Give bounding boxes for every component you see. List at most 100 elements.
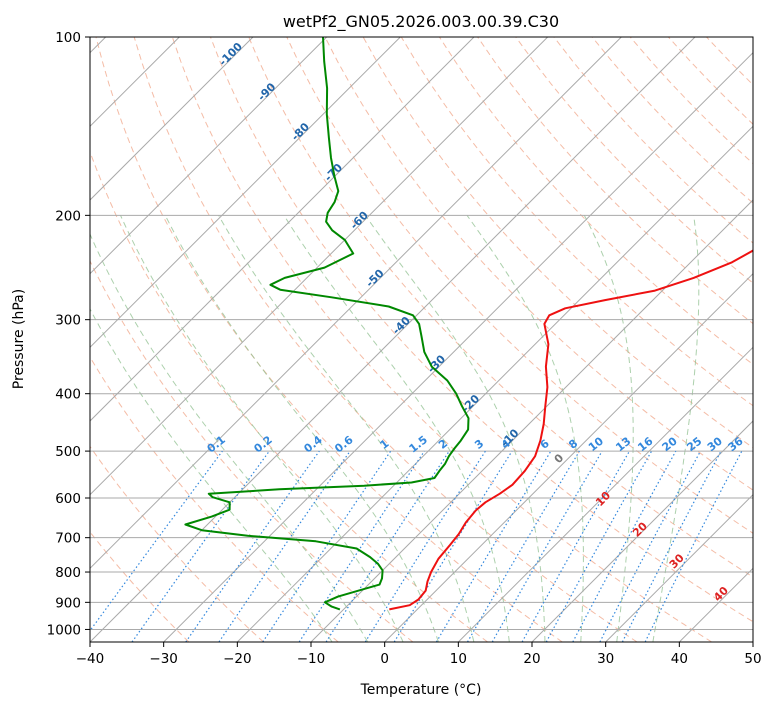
y-axis-ticks: 1000 900 800 700 600 500 400 300 200 100 <box>47 30 90 638</box>
y-tick-label: 300 <box>55 313 81 329</box>
dry-adiabat <box>553 37 753 244</box>
moist-adiabat <box>90 232 369 642</box>
y-tick-label: 900 <box>55 595 81 611</box>
moist-adiabat <box>218 215 475 642</box>
skewed-isotherms <box>90 37 753 642</box>
isotherm-line <box>531 420 753 642</box>
moist-adiabat <box>120 215 404 642</box>
dry-adiabat <box>90 259 414 642</box>
isotherm-label: -50 <box>363 267 386 290</box>
mixing-ratio-line <box>599 450 702 642</box>
y-axis-label: Pressure (hPa) <box>11 289 27 389</box>
isotherm-line <box>163 51 753 642</box>
isotherm-label: 30 <box>667 551 687 571</box>
isotherm-label: 0 <box>552 451 567 466</box>
mixing-ratio-line <box>185 450 320 642</box>
moist-adiabat <box>283 215 510 642</box>
mixing-ratio-lines <box>90 450 743 642</box>
isotherm-line <box>90 37 622 570</box>
dry-adiabat <box>90 150 488 642</box>
dry-adiabat <box>90 531 190 642</box>
profile-lines <box>184 37 753 611</box>
dry-adiabat <box>286 37 753 534</box>
mixing-ratio-line <box>644 450 743 642</box>
y-tick-label: 500 <box>55 444 81 460</box>
isotherm-label: -20 <box>459 392 482 415</box>
isotherm-label: -80 <box>289 120 312 143</box>
mixing-ratio-line <box>521 450 631 642</box>
mixing-ratio-label: 8 <box>566 437 580 452</box>
x-tick-label: −10 <box>297 651 326 667</box>
isotherm-line <box>90 37 328 275</box>
moist-adiabat <box>652 215 700 642</box>
dry-adiabat <box>515 37 753 284</box>
dry-adiabat <box>95 37 563 642</box>
y-tick-label: 400 <box>55 387 81 403</box>
mixing-ratio-line <box>131 450 270 642</box>
plot-frame <box>89 36 754 643</box>
isotherm-label: 20 <box>630 519 650 539</box>
y-tick-label: 200 <box>55 208 81 224</box>
isotherm-line <box>678 567 753 642</box>
isotherm-label: -90 <box>255 80 278 103</box>
mixing-ratio-label: 0.6 <box>332 433 356 455</box>
isotherm-line <box>236 125 753 642</box>
dry-adiabat <box>668 37 753 125</box>
isotherm-label: 10 <box>593 489 613 509</box>
mixing-ratio-label: 0.1 <box>205 433 228 455</box>
x-axis-ticks: −40 −30 −20 −10 0 10 20 30 40 50 <box>76 642 762 667</box>
isotherm-line <box>457 346 753 642</box>
mixing-ratio-line <box>545 450 653 642</box>
mixing-ratio-label: 0.4 <box>301 433 325 455</box>
moist-adiabats <box>90 215 700 642</box>
moist-adiabat <box>466 215 584 642</box>
temperature-line <box>389 249 753 611</box>
mixing-ratio-line <box>393 450 513 642</box>
isotherm-line <box>752 641 753 642</box>
x-tick-label: −30 <box>149 651 178 667</box>
x-tick-label: 20 <box>523 651 540 667</box>
mixing-ratio-label: 1 <box>378 437 392 452</box>
dry-adiabat <box>591 37 753 204</box>
dry-adiabat <box>133 37 638 642</box>
dry-adiabat <box>324 37 753 491</box>
dry-adiabat <box>706 37 753 86</box>
plot-area: 0.1 0.2 0.4 0.6 1 1.5 2 3 4 6 8 10 13 16 20 25 30 36-100-… <box>90 37 753 642</box>
mixing-ratio-line <box>325 450 450 642</box>
x-tick-label: 50 <box>744 651 761 667</box>
mixing-ratio-line <box>262 450 392 642</box>
y-tick-label: 700 <box>55 531 81 547</box>
x-tick-label: 40 <box>671 651 688 667</box>
moist-adiabat <box>364 215 546 642</box>
y-tick-label: 800 <box>55 565 81 581</box>
mixing-ratio-line <box>90 450 223 632</box>
moist-adiabat <box>90 308 333 642</box>
isotherm-line <box>90 37 401 349</box>
isotherm-line <box>384 272 753 642</box>
isotherm-line <box>90 37 475 422</box>
x-tick-label: −40 <box>76 651 105 667</box>
x-axis-label: Temperature (°C) <box>360 682 482 698</box>
mixing-ratio-label: 0.2 <box>251 433 274 455</box>
mixing-ratio-label: 1.5 <box>407 433 430 455</box>
mixing-ratio-line <box>572 450 677 642</box>
x-tick-label: 0 <box>380 651 389 667</box>
dry-adiabat <box>171 37 712 642</box>
isotherm-label: -100 <box>216 40 245 69</box>
isotherm-label: -60 <box>348 209 371 232</box>
mixing-ratio-label: 3 <box>472 437 486 452</box>
dry-adiabat <box>210 37 753 623</box>
y-tick-label: 100 <box>55 30 81 46</box>
x-tick-label: −20 <box>223 651 252 667</box>
chart-title: wetPf2_GN05.2026.003.00.39.C30 <box>283 12 559 32</box>
x-tick-label: 10 <box>450 651 467 667</box>
y-tick-label: 1000 <box>47 622 81 638</box>
dewpoint-line <box>184 37 470 611</box>
isotherm-label: -40 <box>390 314 413 337</box>
dry-adiabats <box>90 37 753 642</box>
mixing-ratio-line <box>435 450 552 642</box>
isotherm-line <box>605 493 753 642</box>
isotherm-line <box>310 199 753 642</box>
x-tick-label: 30 <box>597 651 614 667</box>
